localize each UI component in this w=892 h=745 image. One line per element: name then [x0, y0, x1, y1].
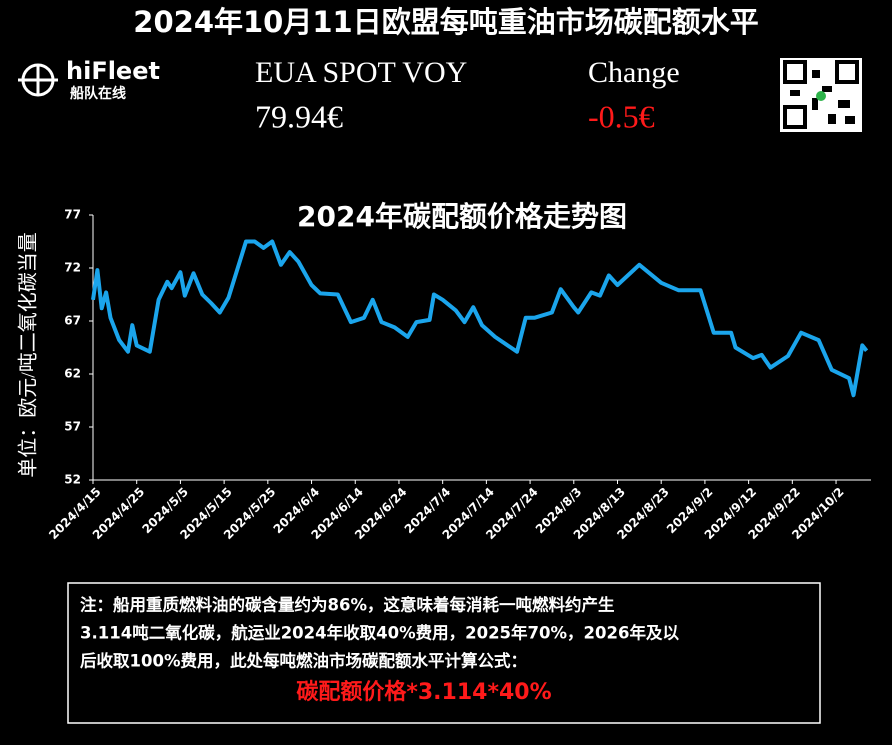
y-tick-label: 67	[64, 314, 81, 328]
logo	[18, 63, 58, 97]
qr-code	[780, 58, 862, 132]
y-tick-label: 72	[64, 261, 81, 275]
formula: 碳配额价格*3.114*40%	[296, 679, 551, 705]
brand-sub: 船队在线	[70, 85, 126, 102]
page-title: 2024年10月11日欧盟每吨重油市场碳配额水平	[133, 5, 758, 39]
instrument: EUA SPOT VOY	[255, 56, 467, 89]
note-line: 注：船用重质燃料油的碳含量约为86%，这意味着每消耗一吨燃料约产生	[80, 595, 615, 615]
y-tick-label: 57	[64, 420, 81, 434]
y-tick-label: 77	[64, 208, 81, 222]
y-axis-label: 单位：欧元/吨二氧化碳当量	[17, 232, 40, 478]
note-line: 3.114吨二氧化碳，航运业2024年收取40%费用，2025年70%，2026…	[80, 623, 679, 643]
note-line: 后收取100%费用，此处每吨燃油市场碳配额水平计算公式：	[80, 651, 527, 671]
change: -0.5€	[588, 98, 655, 134]
y-tick-label: 62	[64, 367, 81, 381]
price-line	[91, 239, 869, 398]
chart-title: 2024年碳配额价格走势图	[297, 200, 627, 233]
note-box	[67, 582, 821, 724]
change-label: Change	[588, 56, 680, 89]
y-tick-label: 52	[64, 473, 81, 487]
brand: hiFleet	[66, 57, 160, 85]
price: 79.94€	[255, 98, 343, 134]
